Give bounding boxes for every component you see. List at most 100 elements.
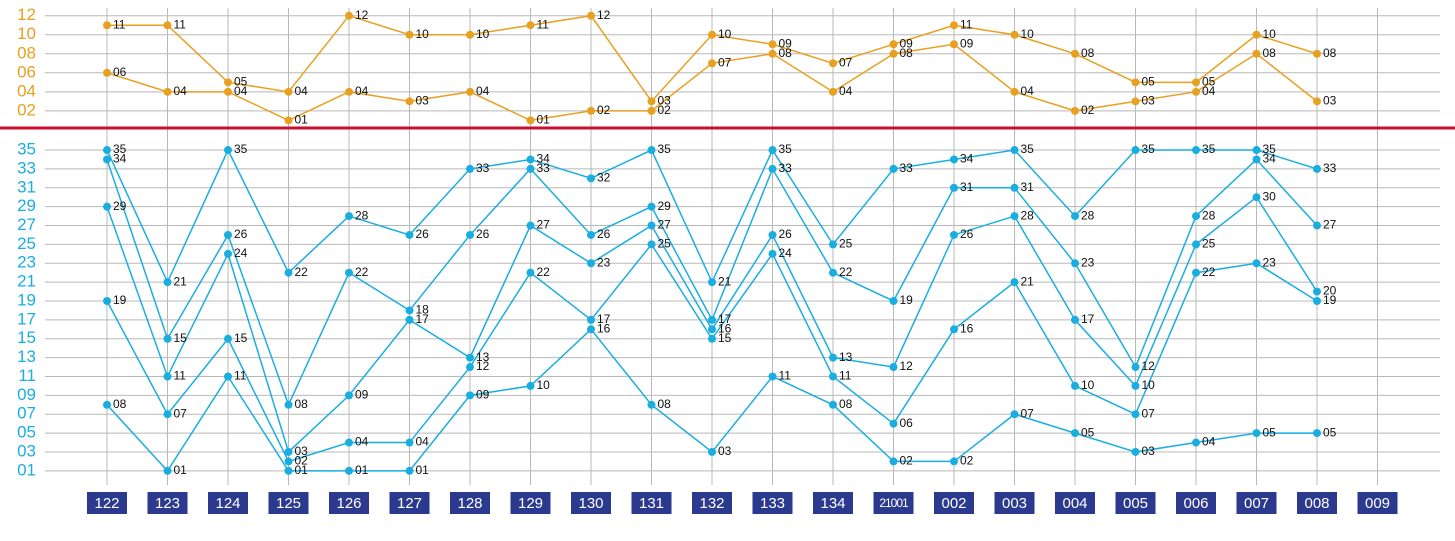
data-point [1252,49,1261,58]
y-tick-label: 06 [17,62,36,81]
data-point [1010,410,1019,419]
data-point [829,372,837,381]
data-label: 10 [718,27,732,41]
data-label: 08 [1263,46,1277,60]
data-label: 10 [1142,378,1156,392]
y-tick-label: 12 [17,5,36,24]
data-point [103,297,111,306]
data-label: 06 [113,65,127,79]
category-box [631,492,672,514]
data-label: 33 [779,161,793,175]
data-point [708,59,716,68]
data-label: 08 [113,397,127,411]
y-tick-label: 10 [17,24,36,43]
data-point [708,278,716,287]
data-label: 23 [1081,255,1095,269]
data-label: 35 [1202,142,1216,156]
data-point [345,466,353,475]
data-label: 08 [839,397,853,411]
data-label: 15 [174,331,188,345]
x-tick-label: 125 [276,495,301,512]
data-label: 16 [718,321,732,335]
data-label: 27 [537,218,551,232]
data-point [466,164,474,173]
category-box [510,492,551,514]
data-point [1252,146,1261,155]
data-point [345,391,353,400]
x-tick-label: 004 [1062,495,1087,512]
data-label: 27 [658,218,672,232]
data-point [647,400,656,409]
category-box [692,492,732,514]
data-point [889,40,898,49]
data-label: 02 [658,103,672,117]
data-point [889,49,898,58]
data-point [768,49,777,58]
data-point [284,466,293,475]
data-label: 04 [1202,435,1216,449]
data-point [405,97,414,106]
data-label: 10 [476,27,490,41]
data-point [405,230,414,239]
x-tick-label: 134 [820,495,845,512]
data-label: 06 [900,416,914,430]
data-label: 27 [1323,218,1337,232]
x-tick-label: 123 [155,495,180,512]
data-point [345,11,353,20]
data-point [1252,155,1261,164]
data-point [1071,212,1079,221]
data-point [587,174,595,183]
data-label: 11 [960,17,973,31]
data-label: 01 [174,463,188,477]
data-point [950,183,958,192]
data-label: 26 [476,227,490,241]
y-tick-label: 17 [17,309,36,328]
data-point [224,230,232,239]
data-label: 07 [1021,406,1035,420]
data-point [1131,410,1140,419]
data-point [889,457,898,466]
data-point [647,202,656,211]
data-label: 17 [718,312,732,326]
data-point [768,146,777,155]
data-label: 25 [1202,237,1216,251]
x-tick-label: 007 [1244,495,1269,512]
data-label: 11 [779,369,792,383]
data-label: 09 [476,388,490,402]
data-point [526,164,535,173]
data-point [950,155,958,164]
data-label: 12 [900,359,914,373]
data-label: 07 [718,55,732,69]
data-label: 29 [113,199,127,213]
data-label: 15 [718,331,732,345]
data-label: 10 [416,27,430,41]
data-point [224,372,232,381]
y-tick-label: 15 [17,328,36,347]
y-tick-label: 25 [17,234,36,253]
data-label: 03 [658,94,672,108]
data-label: 26 [234,227,248,241]
data-label: 08 [900,46,914,60]
data-label: 35 [779,142,793,156]
data-label: 04 [1202,84,1216,98]
x-tick-label: 122 [94,495,119,512]
data-point [405,466,414,475]
x-tick-label: 21001 [879,496,909,510]
data-point [284,400,293,409]
data-point [889,363,898,372]
data-point [1313,97,1321,106]
data-label: 11 [839,369,852,383]
data-label: 05 [1263,425,1277,439]
data-label: 25 [658,237,672,251]
data-point [526,268,535,277]
data-point [466,87,474,96]
data-label: 33 [1323,161,1337,175]
category-box [1297,492,1337,514]
data-label: 03 [1323,94,1337,108]
data-label: 21 [718,274,732,288]
data-label: 33 [476,161,490,175]
x-tick-label: 009 [1365,495,1390,512]
category-box [87,492,127,514]
category-box [208,492,248,514]
